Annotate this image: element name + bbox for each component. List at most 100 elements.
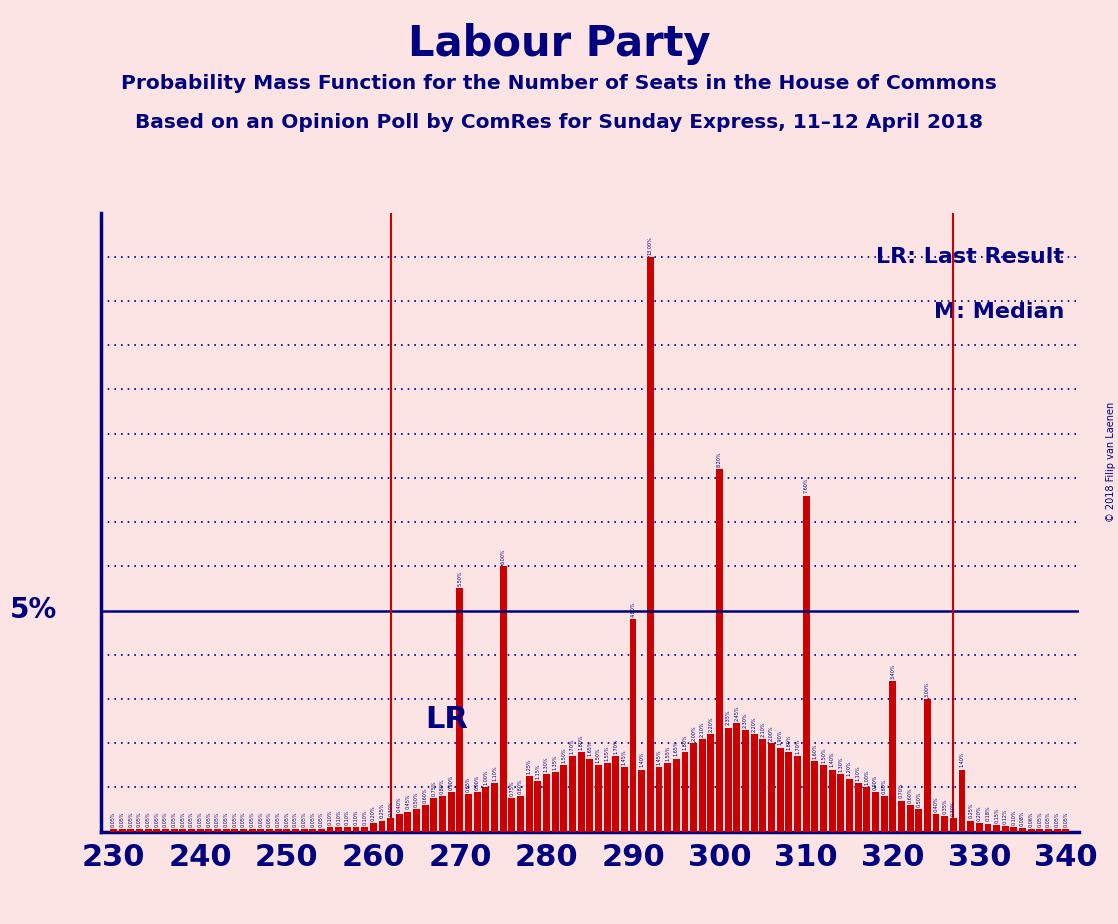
Bar [1054,830,1061,832]
Text: 1.50%: 1.50% [821,748,826,763]
Text: 0.05%: 0.05% [129,811,133,827]
Text: 5.50%: 5.50% [457,571,463,586]
Bar [136,830,143,832]
Bar [993,825,1001,832]
Bar [1045,830,1052,832]
Bar [448,792,455,832]
Text: 0.90%: 0.90% [873,774,878,790]
Text: 0.40%: 0.40% [934,796,938,811]
Bar [1020,828,1026,832]
Text: 0.90%: 0.90% [448,774,454,790]
Text: 1.55%: 1.55% [665,746,670,760]
Text: Based on an Opinion Poll by ComRes for Sunday Express, 11–12 April 2018: Based on an Opinion Poll by ComRes for S… [135,113,983,132]
Text: 2.30%: 2.30% [743,712,748,728]
Bar [283,830,291,832]
Text: 1.45%: 1.45% [622,749,627,765]
Bar [214,830,221,832]
Text: 0.30%: 0.30% [388,800,394,816]
Bar [985,823,992,832]
Text: 0.35%: 0.35% [942,798,947,814]
Bar [759,739,766,832]
Bar [629,619,636,832]
Bar [197,830,203,832]
Text: 0.05%: 0.05% [172,811,177,827]
Bar [162,830,169,832]
Bar [837,774,844,832]
Text: 0.05%: 0.05% [154,811,160,827]
Bar [794,757,800,832]
Text: 0.05%: 0.05% [207,811,211,827]
Bar [188,830,195,832]
Text: 1.60%: 1.60% [813,743,817,759]
Text: 1.30%: 1.30% [544,757,549,772]
Bar [682,752,689,832]
Bar [958,770,966,832]
Text: Probability Mass Function for the Number of Seats in the House of Commons: Probability Mass Function for the Number… [121,74,997,93]
Text: 1.10%: 1.10% [855,765,861,781]
Text: 1.20%: 1.20% [847,760,852,776]
Text: 0.05%: 0.05% [249,811,255,827]
Text: 13.00%: 13.00% [647,236,653,254]
Text: 3.00%: 3.00% [925,681,930,697]
Bar [907,805,913,832]
Bar [344,827,351,832]
Bar [768,743,775,832]
Bar [179,830,187,832]
Bar [1036,830,1043,832]
Text: 2.10%: 2.10% [760,721,766,736]
Bar [543,774,550,832]
Bar [292,830,299,832]
Text: 3.40%: 3.40% [890,663,896,679]
Text: 1.25%: 1.25% [527,759,532,774]
Bar [405,811,411,832]
Bar [509,798,515,832]
Text: 0.60%: 0.60% [423,787,428,803]
Text: 0.85%: 0.85% [466,776,471,792]
Bar [310,830,316,832]
Text: 2.00%: 2.00% [691,725,697,741]
Text: 0.05%: 0.05% [1038,811,1042,827]
Bar [916,809,922,832]
Bar [819,765,827,832]
Text: 0.80%: 0.80% [882,779,887,794]
Bar [923,699,931,832]
Text: 0.05%: 0.05% [224,811,229,827]
Text: 0.05%: 0.05% [302,811,306,827]
Bar [111,830,117,832]
Bar [613,757,619,832]
Text: 7.60%: 7.60% [804,478,808,493]
Bar [708,735,714,832]
Text: 0.75%: 0.75% [432,781,436,796]
Text: 0.10%: 0.10% [353,809,359,825]
Text: 1.00%: 1.00% [864,770,870,785]
Text: 1.80%: 1.80% [786,735,792,749]
Text: 0.10%: 0.10% [337,809,341,825]
Bar [812,760,818,832]
Bar [301,830,307,832]
Text: 6.00%: 6.00% [501,549,505,564]
Bar [881,796,888,832]
Text: 0.05%: 0.05% [145,811,151,827]
Text: 0.50%: 0.50% [917,792,921,808]
Bar [500,566,506,832]
Text: 1.80%: 1.80% [579,735,584,749]
Bar [326,827,333,832]
Text: 0.70%: 0.70% [899,783,903,798]
Bar [846,779,853,832]
Text: M: Median: M: Median [934,302,1064,322]
Text: 1.00%: 1.00% [483,770,489,785]
Bar [777,748,784,832]
Text: 0.05%: 0.05% [198,811,202,827]
Text: 4.80%: 4.80% [631,602,635,617]
Text: 0.05%: 0.05% [241,811,246,827]
Bar [1027,829,1035,832]
Bar [932,814,939,832]
Bar [941,816,948,832]
Bar [560,765,567,832]
Text: 0.80%: 0.80% [518,779,523,794]
Text: 1.35%: 1.35% [552,754,558,770]
Bar [465,794,472,832]
Text: 0.05%: 0.05% [293,811,297,827]
Bar [361,827,368,832]
Bar [785,752,793,832]
